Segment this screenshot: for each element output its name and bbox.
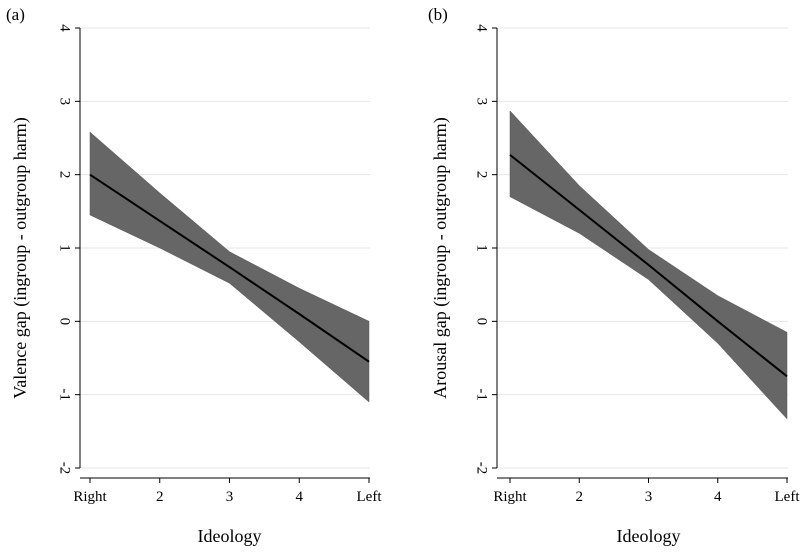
y-tick-label: 0 [57,318,73,326]
x-axis-title: Ideology [617,526,681,546]
y-tick-label: -2 [474,462,490,475]
y-tick-label: -1 [474,388,490,401]
y-tick-label: 0 [474,318,490,326]
y-tick-label: 3 [57,98,73,106]
x-tick-label: 2 [156,489,164,505]
y-tick-label: 2 [57,171,73,179]
panel-b: -2 -1 0 1 2 3 4 Right 2 3 4 Left Ideology Arousal gap… [428,5,800,546]
y-tick-label: -1 [57,388,73,401]
fitted-line [509,154,788,378]
panel-a: -2 -1 0 1 2 3 4 Right 2 3 4 Left Ideology Valence gap… [6,5,382,546]
x-tick-label: 4 [714,489,722,505]
panel-label: (b) [428,5,448,24]
panel-label: (a) [6,5,25,24]
x-tick-label: 4 [296,489,304,505]
y-axis-title: Arousal gap (ingroup - outgroup harm) [430,117,451,398]
y-tick-label: -2 [57,462,73,475]
x-tick-label: Right [493,489,527,505]
fitted-line [89,173,370,363]
x-tick-label: Right [73,489,107,505]
y-tick-label: 2 [474,171,490,179]
y-tick-label: 1 [474,244,490,252]
y-tick-label: 4 [57,24,73,32]
y-axis-title: Valence gap (ingroup - outgroup harm) [10,117,31,398]
x-tick-label: 2 [576,489,584,505]
y-tick-label: 4 [474,24,490,32]
x-tick-label: Left [357,489,383,505]
x-tick-label: Left [775,489,801,505]
x-axis-title: Ideology [198,526,262,546]
x-tick-label: 3 [645,489,653,505]
y-tick-label: 3 [474,98,490,106]
x-tick-label: 3 [226,489,234,505]
y-tick-label: 1 [57,244,73,252]
